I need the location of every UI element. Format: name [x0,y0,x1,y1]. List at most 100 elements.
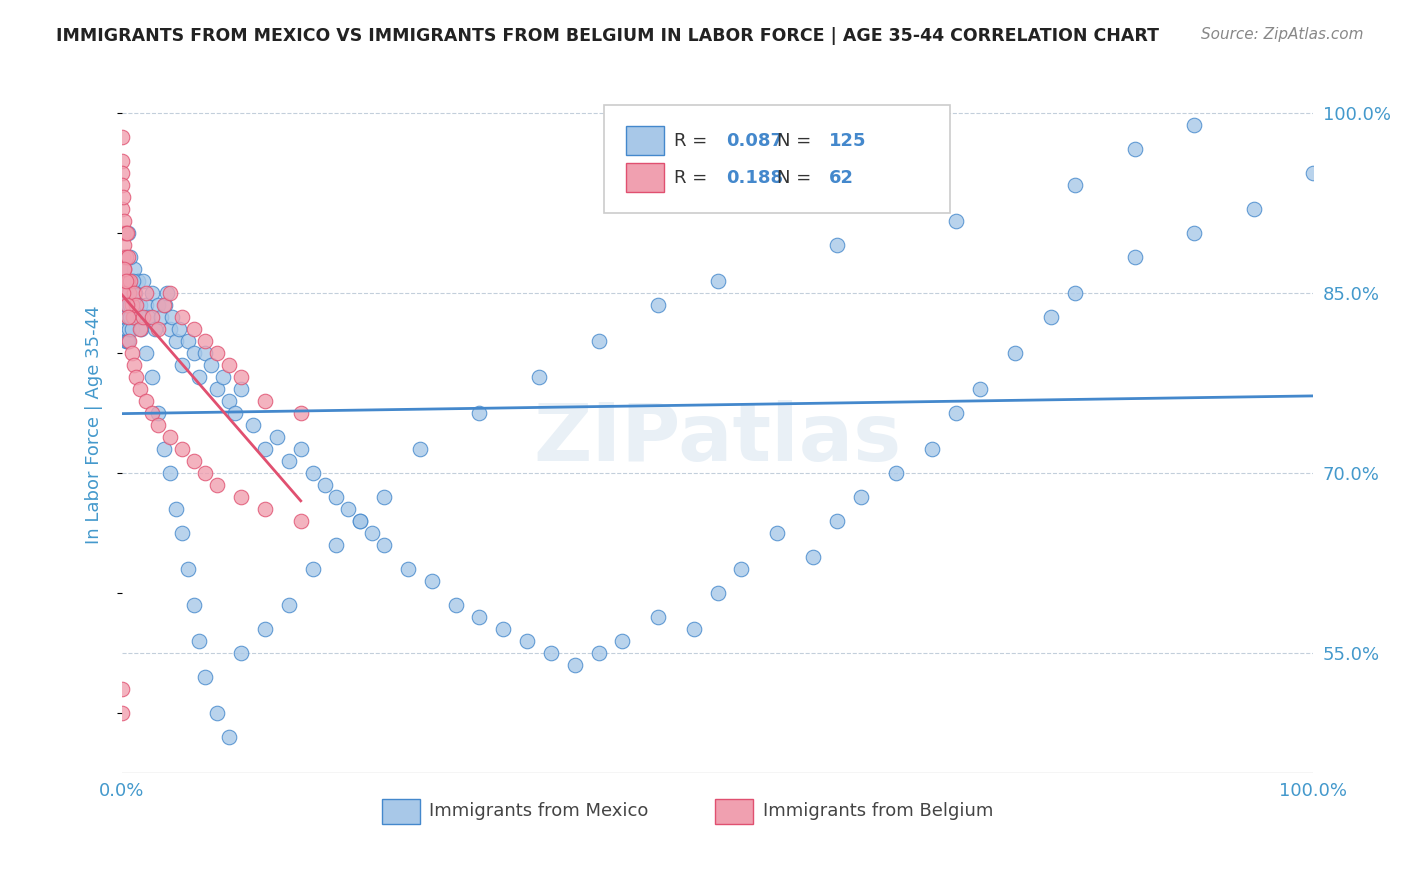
Point [125,298,148,312]
Point [159,466,181,480]
Point [945,406,967,420]
Point [212,370,235,384]
Point [122,286,145,301]
Point [194,334,217,348]
Point [159,430,181,444]
Point [129,382,152,396]
Point [730,562,752,576]
Point [1302,166,1324,180]
Point [117,310,139,325]
Point [118,334,141,348]
Point [207,382,229,396]
Point [114,310,136,325]
Point [125,298,148,312]
Point [373,538,395,552]
Point [115,274,138,288]
Point [682,622,704,636]
Text: Immigrants from Belgium: Immigrants from Belgium [763,802,993,820]
Point [170,442,193,456]
Point [117,274,139,288]
Point [122,310,145,325]
Point [129,322,152,336]
Point [921,442,943,456]
Point [156,286,179,301]
Point [253,502,276,516]
Point [112,190,135,204]
Point [1123,250,1146,264]
Point [124,286,146,301]
Point [159,322,181,336]
Point [129,322,152,336]
FancyBboxPatch shape [382,799,420,824]
Point [277,454,299,468]
Point [183,346,205,360]
Point [112,286,135,301]
Point [112,250,135,264]
Point [114,334,136,348]
Point [120,250,142,264]
Point [253,622,276,636]
Point [1064,286,1087,301]
Point [218,394,240,409]
Point [170,525,193,540]
Point [152,298,174,312]
Point [111,154,134,169]
Point [146,418,169,433]
Point [121,274,143,288]
Point [1243,202,1265,217]
Point [117,250,139,264]
Point [132,274,155,288]
Point [115,334,138,348]
Point [121,298,143,312]
Point [114,214,136,228]
Point [409,442,432,456]
Point [112,286,135,301]
Point [207,478,229,492]
Point [114,310,136,325]
Point [117,298,139,312]
Point [150,310,173,325]
Point [527,370,550,384]
Text: IMMIGRANTS FROM MEXICO VS IMMIGRANTS FROM BELGIUM IN LABOR FORCE | AGE 35-44 COR: IMMIGRANTS FROM MEXICO VS IMMIGRANTS FRO… [56,27,1159,45]
Point [121,346,143,360]
Point [540,646,562,660]
Point [115,227,138,241]
Point [118,286,141,301]
Point [468,406,491,420]
Point [1182,119,1205,133]
Point [647,298,669,312]
Point [153,298,176,312]
Point [801,549,824,564]
Point [114,250,136,264]
Point [183,322,205,336]
Point [564,657,586,672]
Point [120,274,142,288]
Point [125,370,148,384]
Point [253,394,276,409]
Point [849,490,872,504]
FancyBboxPatch shape [626,126,664,155]
Text: 0.188: 0.188 [725,169,783,187]
Point [314,478,336,492]
Point [444,598,467,612]
Point [242,418,264,433]
Point [120,310,142,325]
Text: R =: R = [673,132,713,151]
Text: Immigrants from Mexico: Immigrants from Mexico [429,802,648,820]
Point [325,490,347,504]
Point [115,298,138,312]
Point [194,670,217,684]
Point [111,681,134,696]
Point [135,394,157,409]
Point [290,406,312,420]
Point [112,227,135,241]
Text: 62: 62 [828,169,853,187]
Point [218,730,240,744]
Point [825,514,848,528]
Point [396,562,419,576]
Point [141,310,163,325]
Point [766,525,789,540]
Text: Source: ZipAtlas.com: Source: ZipAtlas.com [1201,27,1364,42]
Point [117,334,139,348]
Point [111,166,134,180]
